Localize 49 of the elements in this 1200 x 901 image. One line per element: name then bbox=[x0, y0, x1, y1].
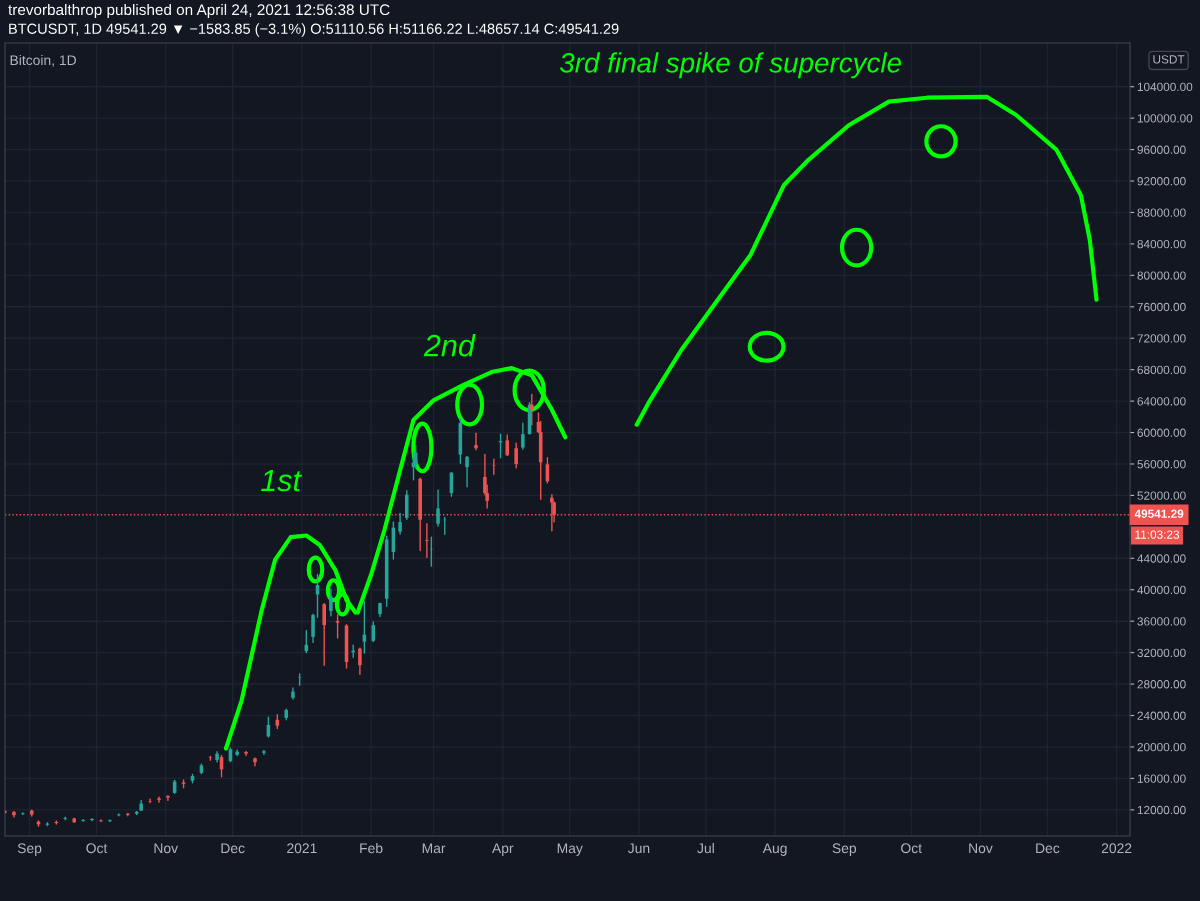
x-tick-label: Jun bbox=[627, 843, 650, 854]
chart-subtitle: BTCUSDT, 1D 49541.29 ▼ −1583.85 (−3.1%) O:51110.56 H:51166.22 L:48657.14 C:49541.29 bbox=[9, 23, 619, 37]
y-tick-label: 68000.00 bbox=[1137, 365, 1186, 375]
annotation: Bitcoin, 1D bbox=[10, 54, 76, 67]
y-tick-label: 80000.00 bbox=[1137, 271, 1186, 280]
x-tick-label: Aug bbox=[762, 843, 787, 856]
text: USDT bbox=[1153, 55, 1185, 64]
y-tick-label: 72000.00 bbox=[1137, 334, 1186, 343]
y-tick-label: 44000.00 bbox=[1137, 554, 1186, 563]
text: 11:03:23 bbox=[1135, 530, 1180, 539]
y-tick-label: 16000.00 bbox=[1137, 774, 1186, 783]
x-tick-label: Dec bbox=[1036, 843, 1060, 854]
y-tick-label: 40000.00 bbox=[1137, 585, 1186, 595]
x-tick-label: Sep bbox=[17, 843, 42, 856]
x-tick-label: May bbox=[557, 843, 583, 856]
y-tick-label: 12000.00 bbox=[1137, 805, 1186, 815]
annotation: 2nd bbox=[423, 334, 476, 357]
y-tick-label: 96000.00 bbox=[1137, 145, 1186, 154]
x-tick-label: 2021 bbox=[287, 843, 317, 854]
x-tick-label: Sep bbox=[832, 843, 857, 856]
y-tick-label: 88000.00 bbox=[1137, 208, 1186, 217]
x-tick-label: Dec bbox=[221, 843, 245, 854]
y-tick-label: 84000.00 bbox=[1137, 239, 1186, 249]
x-tick-label: 2022 bbox=[1101, 843, 1132, 854]
y-tick-label: 28000.00 bbox=[1137, 680, 1186, 689]
chart-title: trevorbalthrop published on April 24, 2021 12:56:38 UTC bbox=[8, 3, 390, 19]
y-tick-label: 24000.00 bbox=[1137, 711, 1186, 720]
x-tick-label: Jul bbox=[697, 842, 714, 854]
x-tick-label: Nov bbox=[969, 843, 993, 854]
x-tick-label: Oct bbox=[901, 843, 922, 854]
annotation: 1st bbox=[261, 470, 303, 492]
y-tick-label: 32000.00 bbox=[1137, 648, 1186, 658]
y-tick-label: 60000.00 bbox=[1137, 428, 1186, 437]
ref-line-label: 49541.29 bbox=[1134, 509, 1184, 518]
y-tick-label: 36000.00 bbox=[1137, 617, 1186, 626]
y-tick-label: 56000.00 bbox=[1137, 460, 1186, 469]
y-tick-label: 52000.00 bbox=[1137, 491, 1186, 500]
y-tick-label: 20000.00 bbox=[1137, 742, 1186, 752]
y-tick-label: 92000.00 bbox=[1137, 177, 1186, 186]
y-tick-label: 76000.00 bbox=[1137, 302, 1186, 312]
x-tick-label: Feb bbox=[360, 842, 383, 854]
x-tick-label: Oct bbox=[86, 843, 108, 854]
x-tick-label: Nov bbox=[154, 843, 179, 854]
x-tick-label: Apr bbox=[491, 843, 514, 856]
y-tick-label: 64000.00 bbox=[1137, 397, 1186, 406]
y-tick-label: 100000.00 bbox=[1137, 114, 1193, 123]
y-tick-label: 104000.00 bbox=[1137, 82, 1193, 92]
annotation: 3rd final spike of supercycle bbox=[559, 52, 901, 79]
x-tick-label: Mar bbox=[422, 843, 446, 854]
